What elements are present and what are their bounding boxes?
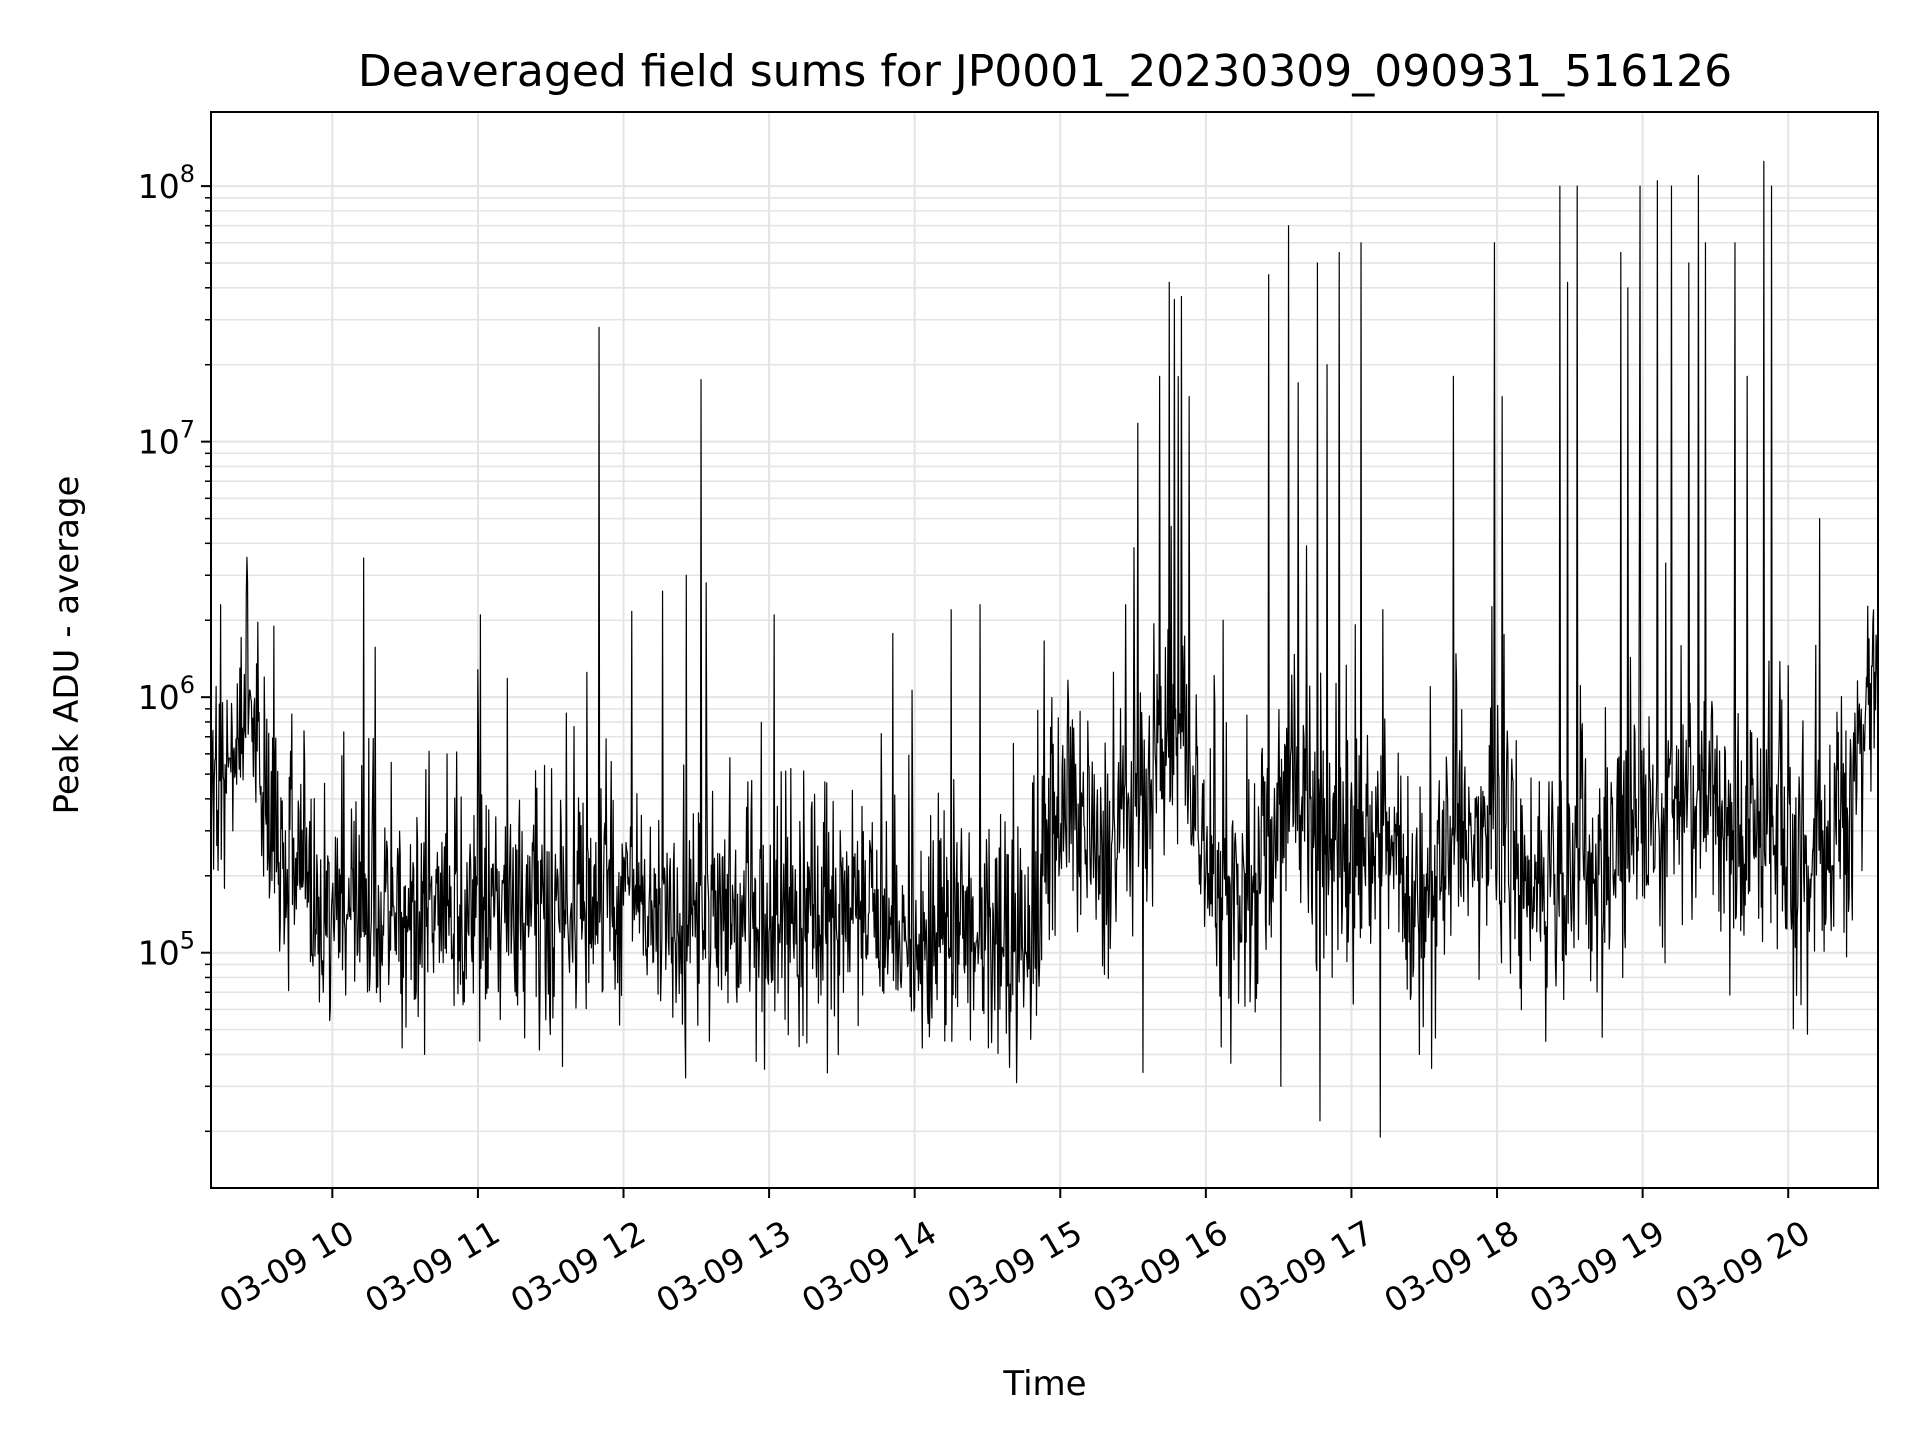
y-tick-label: 107 <box>138 416 195 462</box>
y-axis-label: Peak ADU - average <box>47 476 87 815</box>
y-axis: 105 106 107 108 <box>138 160 211 1133</box>
y-tick-label: 108 <box>138 160 195 206</box>
chart-title: Deaveraged field sums for JP0001_2023030… <box>358 46 1732 97</box>
series-line <box>210 160 1879 1138</box>
y-tick-label: 106 <box>138 671 195 717</box>
y-tick-label: 105 <box>138 927 195 973</box>
plot-frame <box>210 111 1879 1189</box>
data-line <box>210 160 1879 1138</box>
x-axis-label: Time <box>1002 1364 1086 1404</box>
